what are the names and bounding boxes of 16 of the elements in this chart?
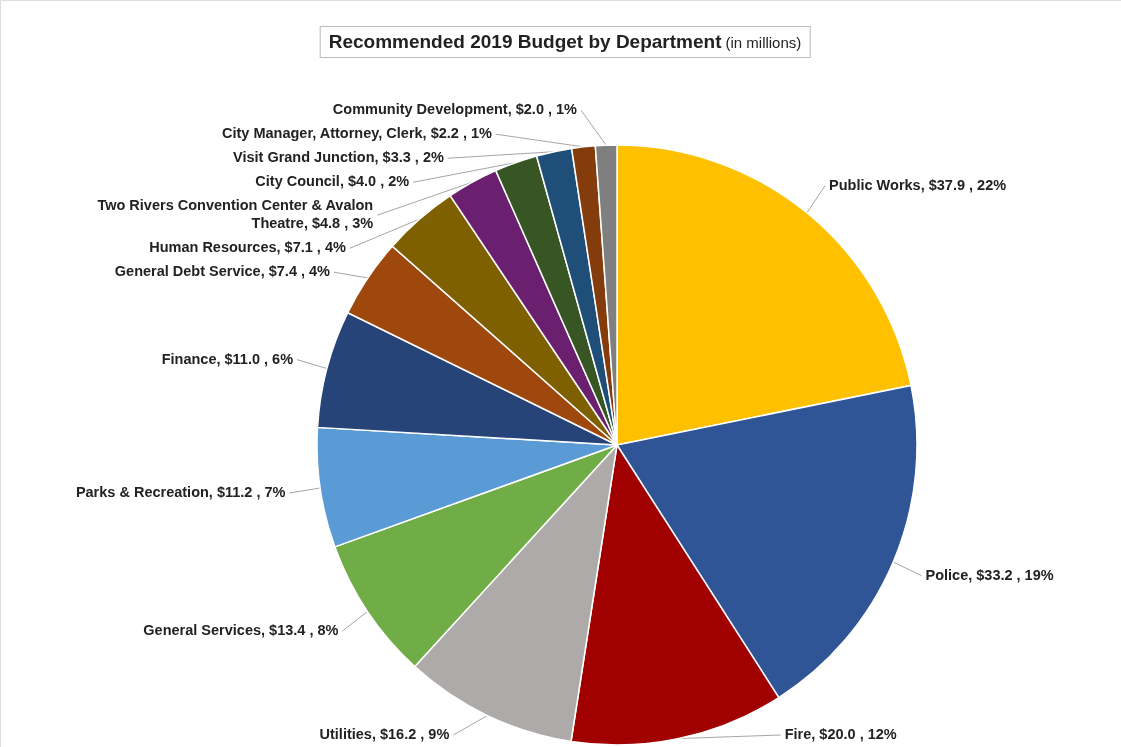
slice-label: Two Rivers Convention Center & Avalon Theatre, $4.8 , 3%: [97, 197, 374, 232]
slice-label: Public Works, $37.9 , 22%: [829, 176, 1007, 193]
slice-label: Utilities, $16.2 , 9%: [319, 726, 450, 742]
slice-label: City Manager, Attorney, Clerk, $2.2 , 1%: [221, 125, 493, 142]
slice-label: Finance, $11.0 , 6%: [161, 350, 294, 367]
slice-label: Visit Grand Junction, $3.3 , 2%: [232, 149, 444, 166]
slice-label: City Council, $4.0 , 2%: [255, 173, 410, 190]
slice-label: Fire, $20.0 , 12%: [784, 726, 897, 742]
slice-label: Community Development, $2.0 , 1%: [332, 101, 578, 118]
chart-subtitle: (in millions): [725, 34, 802, 51]
slice-label: Parks & Recreation, $11.2 , 7%: [75, 484, 286, 500]
slice-label: General Services, $13.4 , 8%: [143, 622, 339, 639]
chart-title: Recommended 2019 Budget by Department: [328, 31, 722, 52]
slice-label: General Debt Service, $7.4 , 4%: [114, 263, 331, 280]
slice-label: Police, $33.2 , 19%: [925, 566, 1054, 583]
slice-label: Human Resources, $7.1 , 4%: [149, 239, 346, 256]
